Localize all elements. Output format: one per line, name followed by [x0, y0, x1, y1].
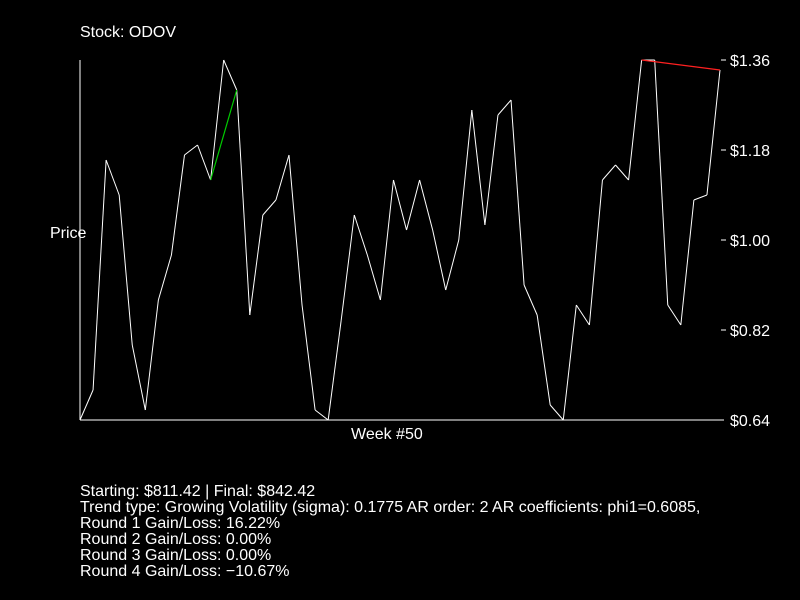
price-segment — [693, 194, 708, 201]
price-segment — [379, 179, 394, 301]
chart-title: Stock: ODOV — [80, 24, 177, 41]
price-segment — [667, 304, 682, 326]
loss-trade-segment — [641, 59, 721, 71]
y-tick-label: $0.82 — [730, 323, 770, 340]
price-segment — [314, 409, 329, 421]
price-segment — [471, 109, 486, 226]
price-segment — [236, 89, 251, 316]
price-segment — [301, 304, 316, 411]
price-segment — [144, 299, 159, 411]
y-tick-label: $1.00 — [730, 233, 770, 250]
price-segment — [602, 164, 616, 181]
price-segment — [497, 99, 512, 116]
trend-description: Trend type: Growing Volatility (sigma): … — [80, 499, 701, 516]
price-segment — [510, 99, 525, 286]
price-segment — [575, 304, 590, 326]
price-segment — [288, 154, 303, 306]
round-4-result: Round 4 Gain/Loss: −10.67% — [80, 563, 290, 580]
round-1-result: Round 1 Gain/Loss: 16.22% — [80, 515, 281, 532]
price-segment — [484, 114, 499, 226]
price-segment — [406, 179, 421, 231]
price-segment — [432, 229, 447, 291]
price-segment — [340, 214, 355, 321]
price-series — [79, 59, 721, 421]
price-segment — [549, 404, 564, 421]
y-tick-label: $1.36 — [730, 53, 770, 70]
price-segment — [392, 179, 408, 231]
gain-trade-segment — [210, 89, 238, 181]
y-axis-label: Price — [50, 225, 87, 242]
round-2-result: Round 2 Gain/Loss: 0.00% — [80, 531, 272, 548]
price-segment — [197, 144, 212, 181]
round-3-result: Round 3 Gain/Loss: 0.00% — [80, 547, 272, 564]
x-axis-label: Week #50 — [351, 426, 423, 443]
price-segment — [210, 59, 225, 181]
price-segment — [615, 164, 629, 181]
y-tick-label: $1.18 — [730, 143, 770, 160]
price-segment — [654, 59, 669, 306]
price-segment — [366, 254, 381, 301]
price-segment — [157, 254, 172, 301]
price-segment — [458, 109, 473, 241]
price-segment — [223, 59, 238, 91]
price-segment — [79, 389, 94, 421]
start-final-summary: Starting: $811.42 | Final: $842.42 — [80, 483, 316, 500]
price-segment — [445, 239, 460, 291]
price-segment — [184, 144, 198, 156]
price-segment — [92, 159, 107, 391]
info-panel: Starting: $811.42 | Final: $842.42 Trend… — [80, 484, 700, 580]
price-segment — [353, 214, 368, 256]
price-segment — [170, 154, 185, 256]
y-tick-label: $0.64 — [730, 413, 770, 430]
price-segment — [536, 314, 551, 406]
price-segment — [249, 214, 264, 316]
price-segment — [275, 154, 290, 201]
price-segment — [706, 69, 721, 196]
price-segment — [562, 304, 577, 421]
price-segment — [419, 179, 434, 231]
price-segment — [118, 194, 133, 346]
price-segment — [628, 59, 643, 181]
price-segment — [327, 319, 342, 421]
price-segment — [523, 284, 538, 316]
price-segment — [105, 159, 120, 196]
price-segment — [131, 344, 146, 411]
y-axis-ticks: $1.36 $1.18 $1.00 $0.82 $0.64 — [721, 53, 770, 430]
price-segment — [680, 199, 695, 326]
price-segment — [262, 199, 277, 216]
price-segment — [588, 179, 603, 326]
